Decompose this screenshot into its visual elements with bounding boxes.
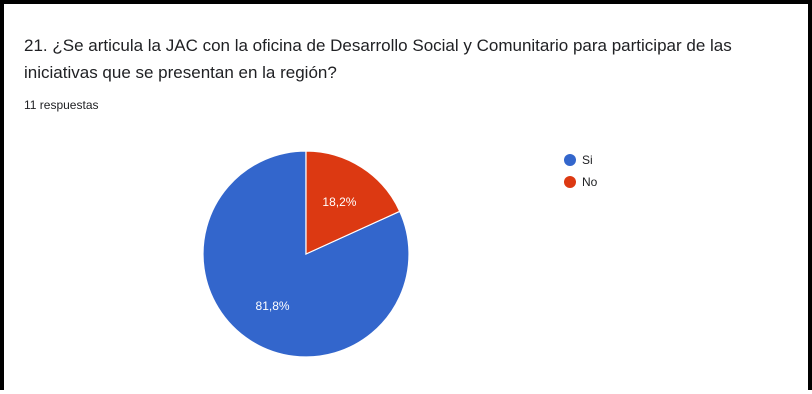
- pie-chart: 81,8% 18,2% Si No: [202, 150, 598, 358]
- legend-label-si: Si: [582, 153, 593, 167]
- pie-slices: [202, 150, 410, 358]
- pie-slice-no[interactable]: [305, 150, 401, 255]
- legend-item-no[interactable]: No: [564, 175, 598, 189]
- pie-labels: 81,8% 18,2%: [256, 195, 357, 313]
- slice-label-si: 81,8%: [256, 299, 290, 313]
- legend-item-si[interactable]: Si: [564, 153, 593, 167]
- legend-label-no: No: [582, 175, 598, 189]
- pie-slice-si[interactable]: [202, 150, 410, 358]
- question-title: 21. ¿Se articula la JAC con la oficina d…: [24, 36, 732, 82]
- response-count: 11 respuestas: [24, 98, 99, 112]
- legend[interactable]: Si No: [564, 153, 598, 189]
- legend-marker-no: [564, 176, 576, 188]
- slice-label-no: 18,2%: [322, 195, 356, 209]
- legend-marker-si: [564, 154, 576, 166]
